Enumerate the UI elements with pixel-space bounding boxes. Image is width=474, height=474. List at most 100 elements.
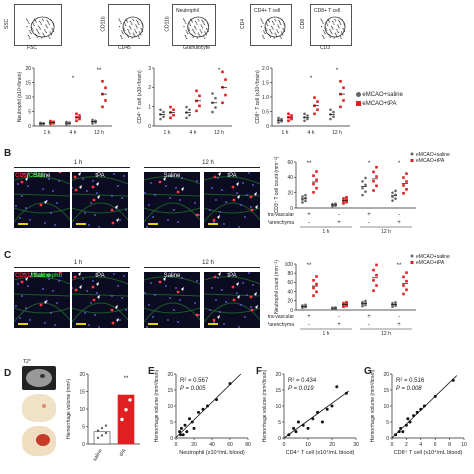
data-point — [100, 434, 104, 437]
facs-event — [337, 32, 339, 34]
cell-signal — [249, 195, 253, 199]
r-squared-label: R² = 0.516 — [396, 378, 425, 384]
legend-tpa-label: eMCAO+tPA — [416, 260, 445, 266]
data-point — [188, 417, 191, 421]
facs-event — [324, 33, 326, 35]
x-tick-label: 4 h — [308, 130, 315, 136]
nucleus-signal — [50, 312, 52, 314]
r-squared-label: R² = 0.567 — [180, 378, 209, 384]
arrowhead-icon — [254, 292, 257, 296]
arrowhead-icon — [96, 182, 99, 186]
data-point — [311, 417, 315, 421]
data-point — [96, 429, 100, 432]
facs-event — [204, 31, 206, 33]
facs-event — [331, 20, 334, 22]
facs-event — [47, 21, 49, 23]
nucleus-signal — [194, 302, 196, 304]
nucleus-signal — [25, 207, 27, 209]
nucleus-signal — [173, 209, 175, 211]
panel-d-letter: D — [4, 368, 12, 379]
facs-event — [45, 32, 47, 34]
data-point-saline — [162, 115, 165, 119]
arrowhead-icon — [79, 185, 82, 189]
cell-signal — [110, 308, 114, 312]
data-point — [185, 430, 189, 434]
data-point-tpa — [342, 86, 345, 90]
nucleus-signal — [213, 321, 215, 323]
facs-event — [29, 37, 31, 40]
nucleus-signal — [82, 278, 84, 280]
facs-event — [338, 21, 341, 23]
facs-event — [140, 34, 142, 36]
cell-signal — [111, 221, 115, 225]
facs-event — [205, 34, 207, 36]
y-tick-label: 0 — [386, 436, 389, 442]
legend-saline-label: eMCAO+saline — [416, 152, 450, 158]
facs-event — [194, 33, 196, 35]
facs-event — [206, 28, 208, 30]
cell-signal — [92, 198, 96, 202]
data-point-tpa — [375, 263, 378, 267]
nucleus-signal — [181, 277, 183, 279]
nucleus-signal — [58, 180, 60, 182]
nucleus-signal — [19, 317, 21, 319]
data-point — [100, 426, 104, 430]
data-point-tpa — [312, 279, 315, 282]
nucleus-signal — [165, 185, 167, 187]
facs-event — [127, 29, 129, 31]
data-point-saline — [334, 202, 337, 206]
panel-c-micrograph-1 — [14, 272, 70, 328]
x-tick-label: 6 — [434, 442, 437, 448]
nucleus-signal — [25, 307, 27, 309]
data-point-tpa — [372, 179, 375, 183]
y-tick-label: 0 — [290, 308, 293, 314]
y-tick-label: 60 — [287, 280, 293, 286]
nucleus-signal — [44, 322, 46, 324]
data-point-tpa — [372, 189, 375, 192]
nucleus-signal — [29, 219, 31, 221]
data-point-tpa — [315, 282, 318, 286]
cell-signal — [20, 280, 24, 284]
facs-event — [190, 24, 192, 26]
data-point-tpa — [405, 279, 408, 283]
facs-event — [39, 20, 41, 22]
data-point-saline — [332, 110, 335, 114]
data-point-tpa — [345, 300, 348, 304]
significance-mark: * — [218, 68, 221, 74]
arrowhead-icon — [236, 282, 239, 286]
data-point — [419, 407, 423, 411]
y-tick-label: 0 — [82, 442, 85, 448]
data-point-tpa — [405, 271, 408, 274]
facs-x-label: CD3 — [320, 45, 331, 51]
y-tick-label: 0 — [28, 124, 31, 130]
brain-photo-saline-spot — [42, 404, 46, 408]
y-tick-label: 20 — [167, 372, 173, 378]
facs-event — [194, 27, 196, 29]
data-point-tpa — [316, 108, 319, 112]
facs-event — [323, 30, 325, 32]
y-tick-label: 0 — [278, 436, 281, 442]
facs-event — [328, 20, 330, 22]
nucleus-signal — [154, 294, 156, 296]
data-point — [287, 433, 291, 437]
vessel-signal — [204, 293, 260, 297]
data-point-tpa — [101, 80, 104, 83]
row-sign: + — [397, 322, 401, 328]
nucleus-signal — [242, 182, 244, 184]
nucleus-signal — [209, 209, 211, 211]
facs-event — [330, 30, 332, 32]
facs-event — [126, 21, 128, 23]
facs-event — [43, 34, 45, 36]
facs-event — [337, 30, 339, 32]
facs-event — [51, 34, 53, 36]
nucleus-signal — [111, 195, 113, 197]
correlation-chart-f: 0 5 10 15 20 0 10 20 30 Hemorrhage volume (mm³/br… — [262, 369, 359, 456]
panel-c-micro-svg — [72, 272, 128, 328]
data-point — [178, 430, 182, 434]
facs-event — [263, 31, 265, 33]
data-point-saline — [211, 110, 214, 114]
panel-b-channel-2: CD31 — [28, 173, 45, 179]
data-point-tpa — [342, 301, 345, 305]
data-point-saline — [394, 300, 397, 304]
